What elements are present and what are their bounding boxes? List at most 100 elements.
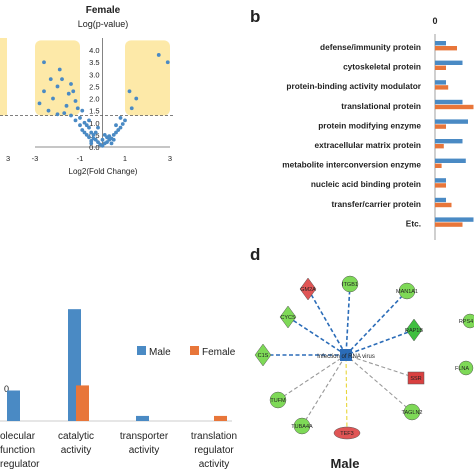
data-point — [87, 118, 91, 123]
network-node-label: RAP1B — [405, 328, 423, 334]
data-point — [82, 120, 87, 125]
legend-swatch-male — [137, 346, 146, 355]
data-point — [93, 130, 98, 135]
category-label: protein modifying enzyme — [318, 120, 421, 130]
x-tick-label-partial: 3 — [6, 154, 10, 163]
volcano-xlabel: Log2(Fold Change) — [69, 167, 138, 176]
y-tick-label: 2.0 — [89, 95, 99, 104]
bar-series-1 — [435, 158, 466, 163]
y-tick-label: 4.0 — [89, 46, 99, 55]
data-point — [109, 141, 114, 146]
data-point — [62, 111, 67, 115]
panel-b-bar-chart: b 0 defense/immunity protein cytoskeletal … — [250, 7, 474, 240]
partial-network-node — [458, 360, 474, 376]
network-node-ellipse — [341, 275, 359, 293]
bar-male — [136, 415, 149, 421]
bar-series-1 — [435, 60, 463, 65]
data-point — [55, 84, 60, 89]
category-label: defense/immunity protein — [320, 42, 421, 52]
data-point — [42, 89, 46, 94]
network-node-ellipse — [398, 282, 416, 300]
bar-series-1 — [435, 197, 446, 203]
y-tick-label: 3.0 — [89, 70, 99, 79]
bar-series-1 — [435, 178, 446, 183]
network-node-label: TUFM — [270, 398, 286, 404]
category-label: activity — [199, 459, 230, 470]
data-point — [60, 77, 64, 82]
partial-network-node-label: FLNA — [455, 366, 469, 372]
panel-d-network: d Infection of RNA virus GM2A ITGB1 MAN1A1 C… — [250, 245, 474, 471]
data-point — [84, 132, 89, 137]
data-point — [111, 132, 116, 137]
network-edge — [345, 329, 415, 356]
bar-series-2 — [435, 163, 442, 168]
data-point — [75, 106, 80, 111]
data-point — [64, 103, 69, 108]
network-edge — [345, 354, 348, 434]
data-point — [80, 108, 85, 113]
network-edge — [287, 316, 347, 356]
data-point — [89, 141, 94, 146]
data-point — [80, 128, 85, 132]
legend-swatch-female — [190, 346, 199, 355]
data-point — [51, 96, 55, 101]
partial-network-node — [462, 313, 474, 329]
category-label: translational protein — [341, 101, 421, 111]
network-node-diamond — [254, 343, 272, 367]
data-point — [120, 122, 125, 126]
data-point — [78, 123, 82, 128]
bar-series-1 — [435, 217, 474, 222]
x-tick-label: -1 — [77, 154, 84, 163]
panel-label-d: d — [250, 245, 260, 264]
data-point — [105, 135, 109, 140]
hub-label: Infection of RNA virus — [317, 354, 375, 360]
bar-series-1 — [435, 80, 446, 85]
y-tick-label: 2.5 — [89, 82, 99, 91]
bar-series-1 — [435, 139, 463, 144]
data-point — [66, 91, 71, 96]
left-partial-panel: 0 — [4, 384, 9, 394]
bar-series-2 — [435, 202, 452, 208]
data-point — [129, 106, 134, 111]
data-point — [96, 125, 100, 130]
data-point — [87, 135, 91, 140]
legend-label-female: Female — [202, 347, 236, 358]
data-point — [37, 101, 42, 106]
bar-series-1 — [435, 119, 468, 124]
network-edge — [345, 354, 417, 379]
network-node-ellipse — [293, 417, 311, 435]
network-edge — [307, 288, 347, 356]
network-node-diamond — [405, 318, 423, 342]
bar-series-2 — [435, 144, 444, 149]
data-point — [118, 116, 123, 120]
panel-label-b: b — [250, 7, 260, 26]
data-point — [71, 89, 76, 94]
network-edge — [345, 290, 408, 356]
category-label: activity — [61, 445, 92, 456]
category-label: regulator — [194, 445, 234, 456]
data-point — [89, 130, 94, 135]
category-label: translation — [191, 431, 237, 442]
data-point — [57, 67, 62, 72]
y-tick-label: 3.5 — [89, 58, 99, 67]
network-edge — [345, 354, 413, 413]
data-point — [102, 132, 107, 137]
bar-series-2 — [435, 183, 446, 188]
highlight-region-right — [125, 40, 170, 116]
network-node-ellipse — [269, 391, 287, 409]
network-node-diamond — [279, 305, 297, 329]
data-point — [111, 137, 116, 142]
data-point — [46, 108, 51, 113]
network-node-label: SSR — [410, 376, 421, 382]
volcano-title: Female — [86, 5, 121, 16]
bar-female — [214, 415, 227, 421]
y-tick-label: 1.5 — [89, 107, 99, 116]
network-node-label: ITGB1 — [342, 282, 358, 288]
bar-male — [7, 390, 20, 421]
hub-node — [340, 349, 352, 361]
bar-series-2 — [435, 222, 463, 227]
partial-network-node-label: RPS4 — [459, 319, 473, 325]
network-node-ellipse — [333, 426, 361, 440]
category-label: function — [0, 445, 35, 456]
